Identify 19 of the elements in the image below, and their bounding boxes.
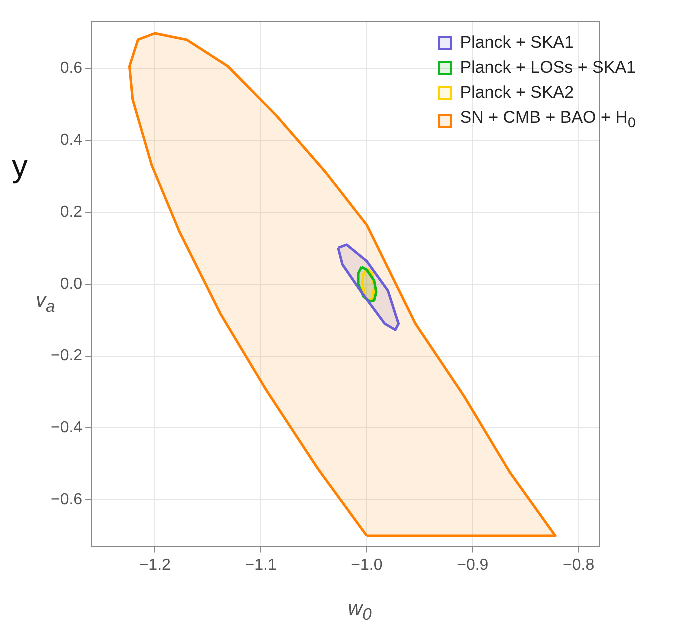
x-axis-title: w$_{0}$ xyxy=(347,598,373,625)
y-axis-title: v$_{a}$ xyxy=(36,290,56,317)
y-tick-label: −0.6 xyxy=(50,491,83,508)
legend-label: Planck + SKA1 xyxy=(460,32,574,54)
text: y xyxy=(12,148,28,185)
x-tick-label: −0.8 xyxy=(563,556,595,574)
x-tick-label: −1.0 xyxy=(351,556,383,574)
legend-label: Planck + SKA2 xyxy=(460,82,574,104)
x-tick-label: −1.2 xyxy=(139,556,172,574)
y-tick-label: 0.2 xyxy=(60,204,83,221)
legend-label: Planck + LOSs + SKA1 xyxy=(460,57,636,79)
y-tick-label: 0.4 xyxy=(60,132,83,150)
legend-label: SN + CMB + BAO + H$_{0}$ xyxy=(460,107,636,134)
y-tick-label: −0.4 xyxy=(50,420,83,437)
x-tick-label: −1.1 xyxy=(245,556,277,574)
y-tick-label: 0.0 xyxy=(60,276,83,293)
y-tick-label: 0.6 xyxy=(60,60,83,78)
y-tick-label: −0.2 xyxy=(50,348,83,365)
x-tick-label: −0.9 xyxy=(457,556,489,574)
